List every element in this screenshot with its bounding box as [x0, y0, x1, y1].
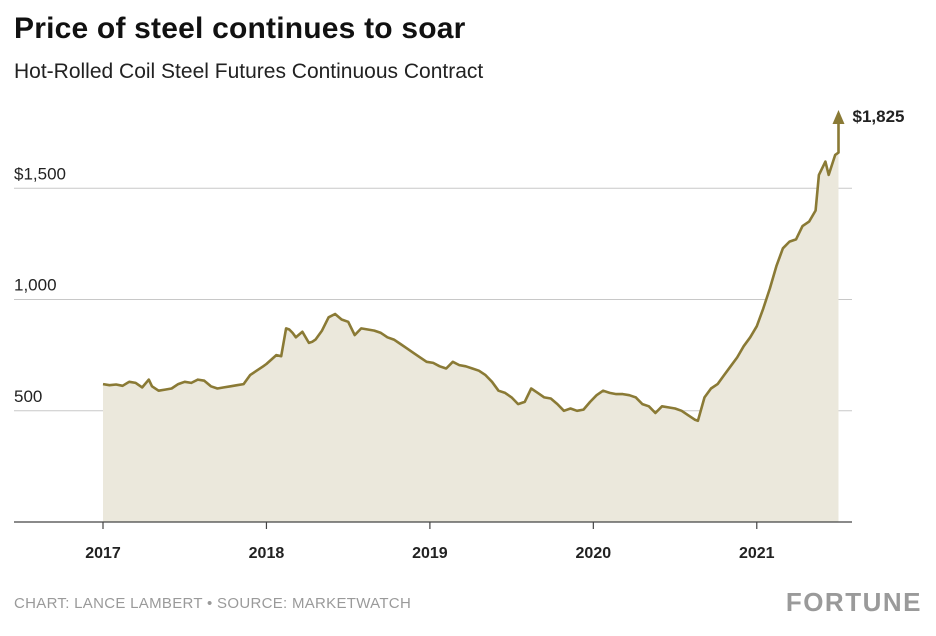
- price-area: [103, 115, 839, 523]
- tick-labels: 2017 2018 2019 2020 2021 500 1,000 $1,500: [14, 164, 775, 562]
- end-arrow: [832, 109, 845, 124]
- chart-subtitle: Hot-Rolled Coil Steel Futures Continuous…: [14, 60, 484, 83]
- fortune-logo: FORTUNE: [785, 587, 922, 617]
- end-marker: $1,825: [832, 107, 905, 126]
- x-axis: [14, 521, 852, 529]
- y-tick-label-1000: 1,000: [14, 276, 57, 295]
- x-tick-label-2018: 2018: [249, 545, 285, 562]
- price-line: [102, 115, 840, 423]
- x-tick-label-2021: 2021: [739, 545, 775, 562]
- chart-title: Price of steel continues to soar: [14, 12, 466, 45]
- end-value-label: $1,825: [853, 107, 905, 126]
- y-tick-label-1500: $1,500: [14, 164, 66, 183]
- source-credit: CHART: LANCE LAMBERT • SOURCE: MARKETWAT…: [14, 595, 412, 612]
- x-tick-label-2020: 2020: [576, 545, 612, 562]
- x-tick-label-2017: 2017: [85, 545, 121, 562]
- x-tick-label-2019: 2019: [412, 545, 448, 562]
- y-tick-label-500: 500: [14, 387, 42, 406]
